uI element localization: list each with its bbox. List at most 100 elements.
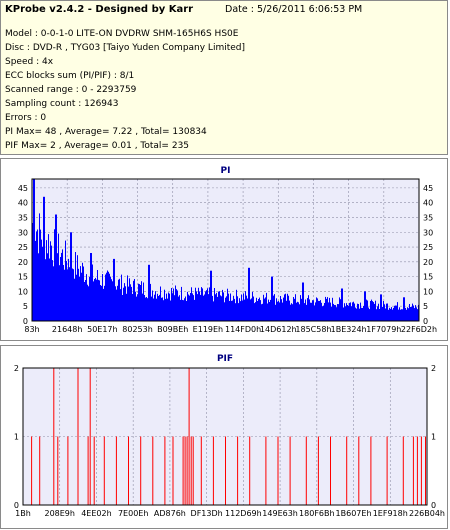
pi-bar	[277, 301, 278, 321]
pif-bar	[87, 436, 89, 505]
pi-bar	[312, 300, 313, 321]
pi-bar	[150, 283, 151, 321]
pi-bar	[197, 294, 198, 321]
pi-xtick-label: 21648h	[52, 325, 83, 334]
pi-bar	[398, 309, 399, 321]
pi-bar	[158, 296, 159, 321]
pi-bar	[369, 309, 370, 321]
pi-bar	[240, 301, 241, 321]
pi-bar	[45, 259, 46, 321]
pi-bar	[288, 295, 289, 321]
pi-ytick-left: 10	[18, 287, 28, 296]
pif-xtick-label: 1B607Eh	[336, 509, 372, 518]
pi-bar	[192, 293, 193, 321]
pi-bar	[392, 309, 393, 321]
pi-bar	[121, 274, 122, 321]
pi-bar	[230, 293, 231, 321]
pi-bar	[384, 304, 385, 321]
pi-bar	[168, 292, 169, 321]
pi-bar	[233, 295, 234, 321]
pi-bar	[74, 278, 75, 321]
pi-bar	[344, 303, 345, 321]
pi-bar	[272, 276, 273, 321]
pi-bar	[157, 293, 158, 321]
pi-bar	[357, 303, 358, 321]
pi-bar	[358, 304, 359, 321]
pi-bar	[313, 300, 314, 321]
pi-bar	[119, 278, 120, 321]
pi-bar	[184, 298, 185, 321]
pi-bar	[271, 276, 272, 321]
pi-bar	[235, 303, 236, 321]
pi-ytick-right: 35	[423, 213, 433, 222]
pi-ytick-right: 0	[423, 317, 428, 326]
pi-bar	[243, 293, 244, 321]
pi-bar	[266, 292, 267, 321]
pi-bar	[296, 302, 297, 321]
pi-bar	[84, 282, 85, 321]
pi-bar	[305, 299, 306, 321]
pif-bar	[190, 436, 192, 505]
pi-bar	[139, 284, 140, 321]
pi-bar	[138, 283, 139, 321]
pi-bar	[267, 303, 268, 321]
info-model: Model : 0-0-1-0 LITE-ON DVDRW SHM-165H6S…	[5, 29, 239, 39]
pi-bar	[89, 276, 90, 321]
pi-bar	[297, 301, 298, 321]
pif-bar	[192, 436, 194, 505]
pi-bar	[82, 262, 83, 321]
pi-ytick-right: 45	[423, 184, 433, 193]
pi-bar	[381, 294, 382, 321]
pi-bar	[145, 297, 146, 321]
pi-bar	[203, 295, 204, 321]
pi-bar	[154, 294, 155, 321]
pi-bar	[179, 295, 180, 321]
info-disc: Disc : DVD-R , TYG03 [Taiyo Yuden Compan…	[5, 43, 246, 53]
pi-bar	[208, 294, 209, 321]
pi-bar	[220, 295, 221, 321]
pi-bar	[370, 301, 371, 321]
pi-ytick-left: 40	[18, 199, 28, 208]
pi-bar	[108, 271, 109, 321]
pi-bar	[282, 302, 283, 321]
pi-bar	[394, 305, 395, 321]
pif-bar	[289, 436, 291, 505]
pi-bar	[276, 298, 277, 321]
pi-bar	[42, 246, 43, 321]
pi-ytick-left: 0	[23, 317, 28, 326]
pi-bar	[391, 307, 392, 321]
pi-bar	[199, 291, 200, 321]
pi-bar	[350, 302, 351, 321]
pif-xtick-label: 4EE02h	[81, 509, 111, 518]
pi-bar	[390, 308, 391, 321]
pi-bar	[351, 306, 352, 321]
pi-bar	[131, 286, 132, 321]
pi-bar	[71, 232, 72, 322]
pi-bar	[182, 299, 183, 321]
pi-bar	[269, 302, 270, 321]
pif-xtick-label: 1Bh	[15, 509, 31, 518]
pi-bar	[80, 266, 81, 321]
pi-bar	[412, 303, 413, 321]
pi-bar	[171, 288, 172, 321]
pi-ytick-right: 30	[423, 228, 433, 237]
pi-plot-border	[31, 178, 420, 322]
pi-bar	[389, 307, 390, 321]
pi-bar	[55, 214, 56, 321]
pi-bar	[147, 298, 148, 321]
pi-bar	[112, 281, 113, 321]
pi-bar	[166, 293, 167, 321]
pi-bar	[291, 303, 292, 321]
pi-bar	[135, 291, 136, 321]
pi-bar	[209, 287, 210, 321]
pi-bar	[109, 273, 110, 321]
pi-bar	[303, 282, 304, 321]
pi-bar	[299, 304, 300, 321]
pi-bar	[104, 285, 105, 321]
pi-bar	[402, 309, 403, 321]
pi-bar	[257, 301, 258, 321]
pi-bar	[65, 240, 66, 321]
pi-bar	[215, 294, 216, 321]
pif-bar	[188, 368, 190, 505]
pi-bar	[162, 297, 163, 321]
